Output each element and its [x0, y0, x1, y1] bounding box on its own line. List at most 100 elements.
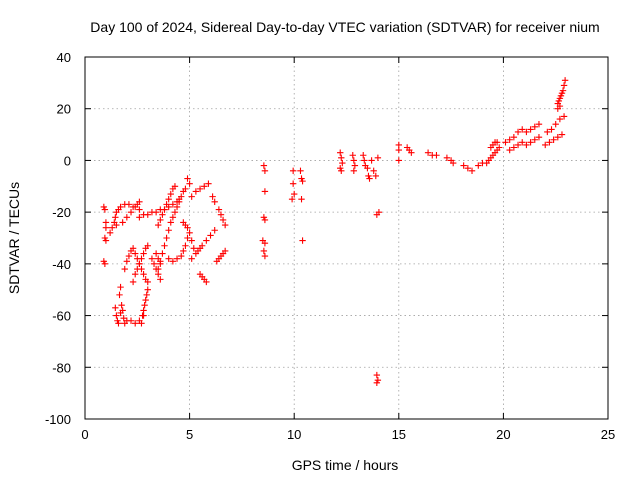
data-point-plus-marker	[289, 180, 297, 187]
data-point-plus-marker	[118, 302, 125, 309]
data-point-plus-marker	[291, 190, 298, 198]
data-point-plus-marker	[349, 152, 356, 159]
series-early-left-column	[100, 203, 110, 268]
data-point-plus-marker	[338, 167, 345, 174]
series-ring-right	[188, 180, 229, 286]
data-point-plus-marker	[299, 237, 306, 244]
data-point-plus-marker	[139, 312, 146, 319]
data-point-plus-marker	[535, 133, 543, 141]
series-hr-12-14	[337, 149, 383, 386]
series-mid-ring	[165, 219, 200, 265]
data-point-plus-marker	[116, 291, 123, 299]
data-point-plus-marker	[180, 219, 187, 226]
data-point-plus-marker	[184, 234, 191, 242]
data-point-plus-marker	[132, 250, 139, 257]
data-point-plus-marker	[297, 167, 304, 174]
data-point-plus-marker	[289, 167, 297, 174]
data-point-plus-marker	[560, 82, 568, 89]
grid-lines	[85, 57, 608, 419]
data-point-plus-marker	[138, 265, 145, 273]
data-point-plus-marker	[119, 219, 126, 226]
data-point-plus-marker	[510, 144, 518, 151]
data-point-plus-marker	[215, 206, 223, 213]
y-tick-label: 20	[57, 102, 71, 117]
data-point-plus-marker	[169, 214, 177, 221]
data-point-plus-marker	[552, 121, 559, 128]
data-point-plus-marker	[558, 131, 566, 138]
data-point-plus-marker	[165, 227, 172, 234]
data-point-plus-marker	[261, 239, 269, 247]
data-point-plus-marker	[527, 139, 534, 146]
data-point-plus-marker	[123, 258, 131, 265]
data-point-plus-marker	[108, 224, 116, 231]
data-point-plus-marker	[192, 188, 200, 195]
data-point-plus-marker	[157, 216, 164, 224]
series-hr-15-19	[395, 141, 486, 174]
data-point-plus-marker	[374, 154, 382, 162]
data-point-plus-marker	[127, 317, 135, 324]
data-point-plus-marker	[112, 214, 119, 221]
data-point-plus-marker	[219, 216, 227, 224]
data-point-plus-marker	[117, 283, 124, 291]
data-point-plus-marker	[548, 126, 555, 133]
data-point-plus-marker	[527, 126, 534, 133]
data-point-plus-marker	[178, 193, 185, 200]
data-point-plus-marker	[161, 242, 168, 249]
series-evening-rise	[483, 113, 568, 167]
data-point-plus-marker	[338, 154, 345, 162]
data-point-plus-marker	[433, 152, 440, 159]
data-point-plus-marker	[132, 320, 139, 327]
data-point-plus-marker	[203, 278, 210, 286]
data-point-plus-marker	[261, 188, 269, 195]
data-point-plus-marker	[560, 113, 568, 120]
data-point-plus-marker	[141, 302, 148, 309]
data-point-plus-marker	[161, 206, 168, 213]
y-tick-label: -40	[52, 257, 71, 272]
data-point-plus-marker	[155, 221, 162, 229]
data-point-plus-marker	[339, 159, 346, 167]
x-tick-label: 10	[287, 427, 301, 442]
data-point-plus-marker	[157, 258, 164, 265]
data-point-plus-marker	[493, 139, 501, 146]
data-point-plus-marker	[143, 291, 150, 299]
data-point-plus-marker	[361, 157, 368, 164]
y-tick-label: -80	[52, 360, 71, 375]
data-point-plus-marker	[190, 245, 197, 252]
data-point-plus-marker	[531, 123, 538, 131]
data-point-plus-marker	[159, 211, 166, 218]
data-point-plus-marker	[188, 255, 195, 262]
series-hr-8	[259, 162, 269, 260]
data-point-plus-marker	[144, 286, 151, 293]
data-point-plus-marker	[165, 196, 172, 203]
data-point-plus-marker	[163, 234, 170, 242]
data-point-plus-marker	[221, 221, 229, 229]
data-point-plus-marker	[119, 307, 126, 314]
data-point-plus-marker	[101, 206, 109, 213]
data-point-plus-marker	[519, 126, 526, 133]
data-point-plus-marker	[360, 152, 367, 159]
data-point-plus-marker	[157, 276, 164, 283]
data-point-plus-marker	[129, 245, 137, 252]
data-point-plus-marker	[370, 167, 377, 174]
data-point-plus-marker	[535, 121, 543, 128]
series-diagonal-band	[155, 175, 193, 273]
data-point-plus-marker	[136, 260, 143, 268]
data-point-plus-marker	[364, 164, 371, 172]
x-tick-label: 15	[392, 427, 406, 442]
data-point-plus-marker	[171, 183, 179, 190]
data-point-plus-marker	[196, 185, 204, 193]
data-point-plus-marker	[261, 252, 269, 260]
series-arc-B	[106, 198, 143, 237]
data-point-plus-marker	[173, 203, 181, 211]
data-point-plus-marker	[101, 260, 109, 268]
data-point-plus-marker	[207, 232, 214, 239]
data-point-plus-marker	[554, 133, 561, 141]
data-point-plus-marker	[260, 247, 268, 255]
data-point-plus-marker	[443, 154, 451, 162]
data-point-plus-marker	[171, 208, 179, 216]
series-X-structure	[129, 242, 164, 286]
data-point-plus-marker	[180, 247, 187, 255]
data-point-plus-marker	[449, 159, 457, 167]
data-point-plus-marker	[144, 211, 151, 218]
